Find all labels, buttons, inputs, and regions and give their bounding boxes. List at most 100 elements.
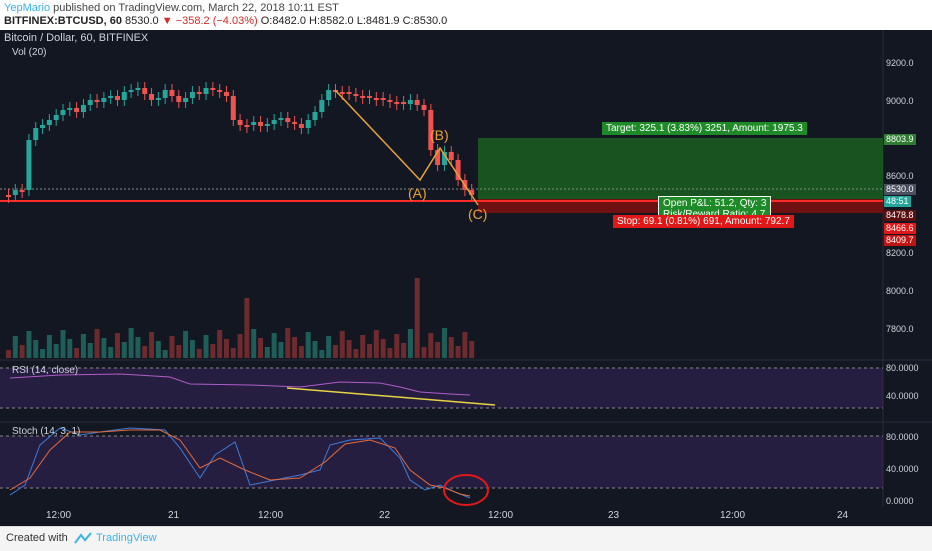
time-axis-label: 12:00 (46, 510, 72, 521)
volume-bar (223, 339, 229, 358)
time-axis-label: 23 (608, 510, 620, 521)
candle-body (469, 190, 475, 195)
candle-body (244, 125, 250, 127)
volume-bar (67, 339, 73, 358)
candle-body (101, 98, 107, 102)
candle-body (162, 90, 168, 98)
tradingview-link[interactable]: TradingView (96, 532, 157, 544)
price-axis-label: 8200.0 (886, 248, 914, 258)
candle-body (305, 120, 311, 128)
price-axis-label: 9000.0 (886, 96, 914, 106)
stop-price-tag: 8409.7 (884, 235, 916, 246)
volume-bar (251, 329, 257, 358)
candle-body (278, 118, 284, 120)
volume-bar (6, 350, 11, 358)
volume-bar (128, 328, 134, 358)
symbol-label: BITFINEX:BTCUSD, 60 (4, 15, 122, 27)
price-axis-label: 8000.0 (886, 286, 914, 296)
volume-bar (373, 330, 379, 358)
volume-bar (183, 331, 189, 358)
candle-body (108, 96, 114, 98)
candle-body (326, 90, 332, 100)
candle-body (217, 90, 223, 92)
volume-bar (121, 342, 127, 358)
candle-body (189, 92, 195, 98)
rsi-line (9, 373, 471, 396)
candle-body (196, 92, 202, 94)
time-axis-label: 12:00 (258, 510, 284, 521)
volume-bar (142, 346, 148, 358)
footer: Created with TradingView (0, 526, 932, 551)
candle-body (149, 94, 155, 100)
rsi-trendline[interactable] (286, 387, 496, 406)
publication-header: YepMario published on TradingView.com, M… (0, 0, 932, 30)
candle-body (135, 88, 141, 90)
volume-bar (135, 337, 141, 358)
candle-body (455, 160, 461, 180)
candle-body (448, 152, 454, 160)
candle-body (155, 98, 161, 100)
volume-bar (435, 342, 441, 358)
candle-body (414, 100, 420, 105)
candle-body (353, 94, 359, 96)
candle-body (176, 96, 182, 102)
rsi-band (0, 368, 883, 408)
stoch-axis-label: 40.0000 (886, 464, 919, 474)
candle-body (428, 110, 434, 150)
created-with-text: Created with (6, 532, 68, 544)
volume-bar (12, 336, 18, 358)
stoch-highlight-circle[interactable] (443, 474, 489, 506)
volume-bar (428, 333, 434, 358)
chart-canvas[interactable] (0, 30, 932, 526)
stoch-pane-title: Stoch (14, 3, 1) (12, 426, 81, 437)
volume-bar (326, 336, 332, 358)
time-axis-label: 21 (168, 510, 180, 521)
wave-a-label: (A) (408, 185, 427, 201)
volume-bar (271, 333, 277, 358)
volume-bar (285, 328, 291, 358)
volume-bar (401, 343, 407, 358)
volume-bar (53, 344, 59, 358)
time-axis-label: 24 (837, 510, 849, 521)
stoch-band (0, 436, 883, 488)
candle-body (387, 100, 393, 102)
price-axis-label: 8600.0 (886, 171, 914, 181)
candle-body (346, 92, 352, 94)
volume-bar (60, 330, 66, 358)
candle-body (298, 124, 304, 128)
candle-body (367, 96, 373, 98)
rsi-axis-label: 40.0000 (886, 391, 919, 401)
volume-bar (40, 349, 46, 358)
stoch-axis-label: 0.0000 (886, 496, 914, 506)
ohlc-values: O:8482.0 H:8582.0 L:8481.9 C:8530.0 (260, 15, 448, 27)
volume-bar (176, 345, 182, 358)
volume-bar (33, 340, 39, 358)
volume-bar (46, 335, 52, 358)
candle-body (53, 115, 59, 120)
volume-bar (407, 329, 413, 358)
candle-body (128, 90, 134, 92)
publication-line: YepMario published on TradingView.com, M… (4, 2, 339, 14)
volume-bar (312, 341, 318, 358)
abc-wave-line[interactable] (334, 89, 479, 206)
price-pane-title: Bitcoin / Dollar, 60, BITFINEX (4, 32, 149, 44)
entry-price-tag: 8478.8 (884, 210, 916, 221)
volume-bar (319, 350, 325, 358)
author-link[interactable]: YepMario (4, 2, 51, 14)
stop-label[interactable]: Stop: 69.1 (0.81%) 691, Amount: 792.7 (613, 215, 794, 228)
candle-body (319, 100, 325, 112)
volume-bar (230, 348, 236, 358)
volume-bar (353, 349, 359, 358)
chart-area[interactable]: Bitcoin / Dollar, 60, BITFINEX Vol (20) … (0, 30, 932, 526)
volume-bar (155, 341, 161, 358)
volume-bar (94, 329, 100, 358)
volume-bar (162, 350, 168, 358)
candle-body (60, 110, 66, 115)
volume-bar (258, 338, 264, 358)
volume-bar (305, 332, 311, 358)
candle-body (380, 98, 386, 100)
target-label[interactable]: Target: 325.1 (3.83%) 3251, Amount: 1975… (602, 122, 807, 135)
stoch-axis-label: 80.0000 (886, 432, 919, 442)
candle-body (183, 98, 189, 102)
volume-bar (26, 331, 32, 358)
